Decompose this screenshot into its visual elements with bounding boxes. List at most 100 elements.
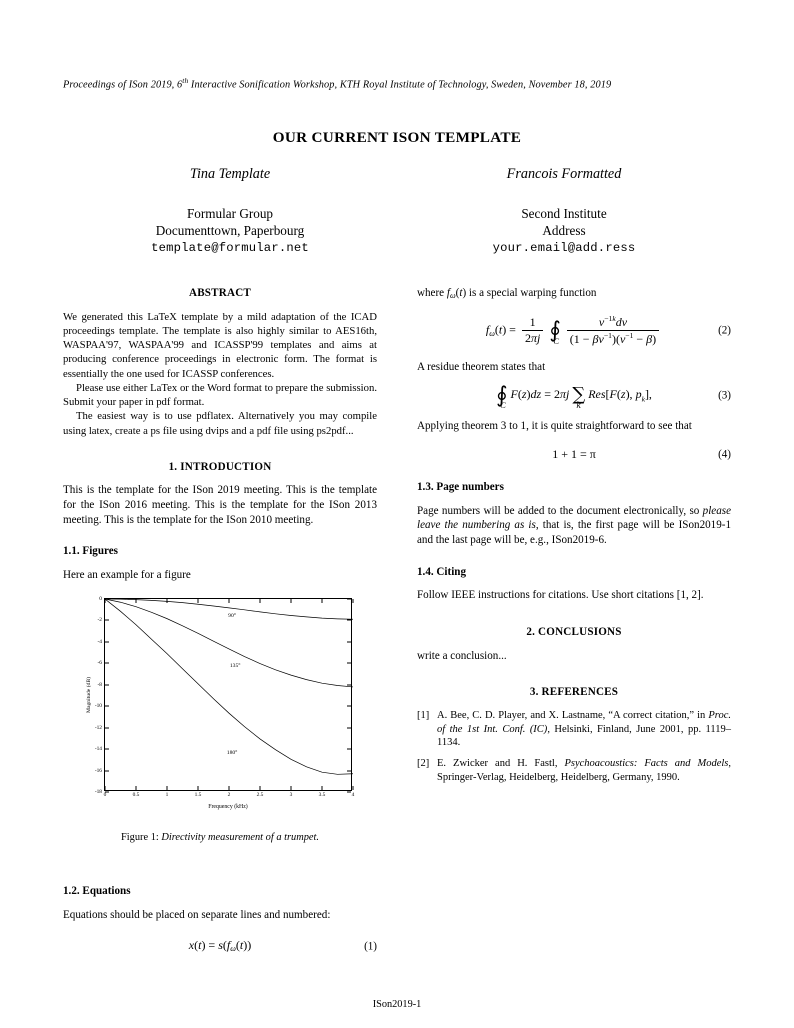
plot-line-90deg (105, 599, 353, 620)
author-block-1: Tina Template Formular Group Documenttow… (63, 166, 397, 255)
y-axis-tick-label: -6 (97, 660, 103, 667)
x-axis-tick-label: 0 (103, 792, 107, 798)
y-axis-tick-mark (347, 705, 351, 707)
x-axis-tick-mark (228, 599, 230, 603)
author-affiliation: Second Institute (521, 206, 607, 221)
y-axis-tick-mark (347, 641, 351, 643)
reference-text: E. Zwicker and H. Fastl, Psychoacoustics… (437, 757, 731, 785)
x-axis-tick-mark (259, 786, 261, 790)
ref-pre: A. Bee, C. D. Player, and X. Lastname, “… (437, 709, 709, 721)
author-affiliation: Formular Group (186, 206, 274, 221)
y-axis-tick-mark (347, 598, 351, 600)
citing-body: Follow IEEE instructions for citations. … (417, 589, 704, 602)
directivity-plot: Magnitude (dB) Frequency (kHz) 0 -2 -4 -6 -8… (75, 593, 365, 821)
equations-heading: 1.2. Equations (63, 885, 131, 897)
y-axis-tick-mark (105, 662, 109, 664)
y-axis-tick-mark (347, 684, 351, 686)
reference-text: A. Bee, C. D. Player, and X. Lastname, “… (437, 709, 731, 750)
y-axis-tick-label: -4 (97, 638, 103, 645)
x-axis-tick-mark (352, 599, 354, 603)
equation-4-body: 1 + 1 = π (552, 447, 596, 462)
x-axis-label: Frequency (kHz) (208, 804, 248, 810)
reference-number: [1] (417, 709, 430, 721)
ref-italic: Proc. of the 1st Int. Conf. (IC) (437, 709, 731, 735)
abstract-paragraph: The easiest way is to use pdflatex. Alte… (63, 410, 377, 437)
author-email[interactable]: template@formular.net (151, 240, 309, 255)
equation-2: fω(t) = 1 2πj ∮ C ν−1kdν (1 − βν−1)(ν−1 − … (485, 313, 731, 347)
equations-body: Equations should be placed on separate l… (63, 908, 331, 921)
reference-number: [2] (417, 758, 430, 770)
x-axis-tick-mark (228, 786, 230, 790)
page-footer: ISon2019-1 (372, 999, 422, 1010)
applying-theorem-line: Applying theorem 3 to 1, it is quite str… (417, 419, 692, 432)
right-column: where fω(t) is a special warping functio… (417, 286, 731, 792)
equation-1-number: (1) (364, 940, 377, 953)
running-head-post: Interactive Sonification Workshop, KTH R… (188, 79, 612, 91)
author-name: Tina Template (189, 166, 271, 182)
y-axis-tick-mark (105, 598, 109, 600)
y-axis-tick-mark (347, 791, 351, 793)
author-address: Address (542, 223, 586, 239)
x-axis-tick-mark (104, 786, 106, 790)
y-axis-tick-mark (105, 684, 109, 686)
where-post: is a special warping function (468, 287, 597, 299)
x-axis-tick-mark (321, 599, 323, 603)
figures-heading: 1.1. Figures (63, 545, 118, 558)
figures-body: Here an example for a figure (63, 568, 191, 581)
author-email[interactable]: your.email@add.ress (492, 240, 636, 255)
y-axis-tick-mark (347, 727, 351, 729)
abstract-paragraph: Please use either LaTex or the Word form… (63, 381, 377, 409)
x-axis-tick-mark (259, 599, 261, 603)
page-numbers-body: Page numbers will be added to the docume… (417, 504, 731, 548)
y-axis-label: Magnitude (dB) (86, 676, 92, 713)
equation-4-number: (4) (718, 448, 731, 461)
y-axis-tick-label: 0 (99, 596, 102, 602)
equation-1: x(t) = s(fω(t)) (1) (188, 938, 377, 954)
y-axis-tick-mark (105, 748, 109, 750)
y-axis-tick-mark (105, 727, 109, 729)
curve-label: 90° (227, 612, 238, 619)
abstract-body: We generated this LaTeX template by a mi… (63, 310, 377, 438)
x-axis-tick-label: 0.5 (132, 792, 140, 798)
y-axis-tick-mark (347, 770, 351, 772)
y-axis-tick-label: -10 (94, 703, 102, 710)
running-head: Proceedings of ISon 2019, 6th Interactiv… (63, 76, 733, 90)
ref-pre: E. Zwicker and H. Fastl, (437, 758, 565, 770)
x-axis-tick-mark (197, 599, 199, 603)
x-axis-tick-mark (352, 786, 354, 790)
curve-label: 135° (228, 663, 242, 669)
figure-caption-label: Figure 1: (120, 832, 159, 843)
running-head-ordinal: th (182, 76, 189, 85)
y-axis-tick-label: -8 (97, 681, 103, 688)
plot-curves (105, 599, 353, 775)
reference-item: [2] E. Zwicker and H. Fastl, Psychoacous… (417, 757, 731, 785)
y-axis-tick-label: -12 (94, 724, 102, 731)
x-axis-tick-label: 3 (289, 792, 293, 798)
equation-2-number: (2) (718, 324, 731, 337)
y-axis-tick-mark (105, 770, 109, 772)
ref-post: , Helsinki, Finland, June 2001, pp. 1119… (437, 723, 731, 749)
y-axis-tick-mark (105, 619, 109, 621)
author-address: Documenttown, Paperbourg (155, 223, 305, 239)
x-axis-tick-mark (135, 786, 137, 790)
y-axis-tick-mark (347, 662, 351, 664)
abstract-paragraph: We generated this LaTeX template by a mi… (63, 310, 377, 380)
x-axis-tick-mark (166, 786, 168, 790)
x-axis-tick-mark (290, 786, 292, 790)
abstract-heading: ABSTRACT (188, 287, 251, 299)
curve-label: 180° (225, 749, 239, 756)
where-pre: where (417, 287, 445, 299)
y-axis-tick-mark (105, 641, 109, 643)
x-axis-tick-label: 2.5 (256, 792, 264, 798)
figure-caption: Figure 1: Directivity measurement of a t… (63, 832, 377, 843)
ref-italic: Psychoacoustics: Facts and Models (564, 758, 729, 770)
plot-line-180deg (105, 599, 353, 775)
warping-function-line: where fω(t) is a special warping functio… (417, 287, 597, 301)
x-axis-tick-mark (197, 786, 199, 790)
left-column: ABSTRACT We generated this LaTeX templat… (63, 286, 377, 583)
y-axis-tick-mark (105, 791, 109, 793)
equation-3: ∮ C F(z)dz = 2πj ∑ k Res[F(z), pk], (3) (496, 382, 731, 411)
y-axis-tick-label: -2 (97, 617, 103, 624)
author-name: Francois Formatted (506, 166, 622, 182)
y-axis-tick-label: -16 (94, 767, 102, 774)
